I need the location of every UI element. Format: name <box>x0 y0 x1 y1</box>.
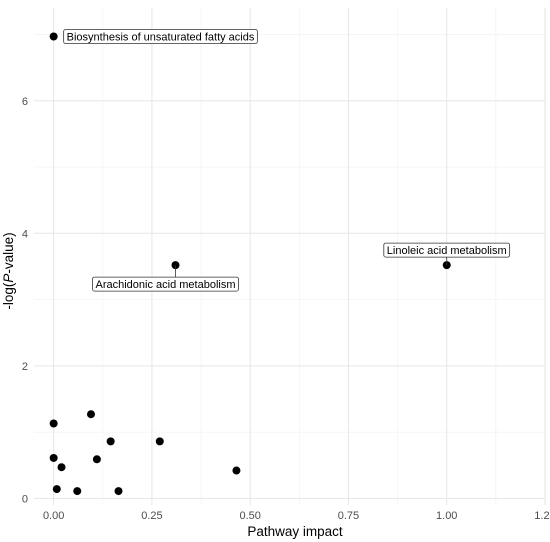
y-axis-title-prefix: -log( <box>1 282 16 310</box>
data-point <box>155 437 164 446</box>
y-axis-title-italic: P <box>1 274 16 283</box>
data-point <box>114 487 123 496</box>
data-point <box>92 455 101 464</box>
x-tick-label: 0.25 <box>141 510 162 522</box>
x-tick-label: 0.75 <box>338 510 359 522</box>
data-point <box>49 453 58 462</box>
data-point <box>49 32 58 41</box>
point-label: Linoleic acid metabolism <box>383 242 511 266</box>
y-tick-label: 6 <box>22 96 28 108</box>
point-label-text: Biosynthesis of unsaturated fatty acids <box>67 31 255 43</box>
data-points <box>49 32 451 496</box>
data-point <box>232 466 241 475</box>
point-label-box <box>63 29 258 44</box>
data-point <box>52 485 61 494</box>
data-point <box>57 463 66 472</box>
point-label-text: Arachidonic acid metabolism <box>95 279 235 291</box>
point-label-box <box>92 276 239 292</box>
y-tick-label: 0 <box>22 493 28 505</box>
y-tick-label: 2 <box>22 361 28 373</box>
x-tick-label: 0.50 <box>239 510 260 522</box>
point-label-text: Linoleic acid metabolism <box>387 245 507 257</box>
x-tick-label: 1.25 <box>534 510 550 522</box>
x-tick-label: 1.00 <box>436 510 457 522</box>
x-tick-label: 0.00 <box>43 510 64 522</box>
y-axis-title: -log(P-value) <box>1 232 16 309</box>
point-label-box <box>383 242 511 258</box>
point-label: Biosynthesis of unsaturated fatty acids <box>63 29 258 44</box>
data-point <box>73 487 82 496</box>
point-labels: Biosynthesis of unsaturated fatty acids L… <box>63 29 511 292</box>
point-label: Arachidonic acid metabolism <box>92 265 239 292</box>
y-axis-ticks: 0 2 4 6 <box>22 96 28 506</box>
x-axis-title: Pathway impact <box>247 524 343 539</box>
data-point <box>106 437 115 446</box>
y-tick-label: 4 <box>22 228 28 240</box>
x-axis-ticks: 0.00 0.25 0.50 0.75 1.00 1.25 <box>43 510 550 522</box>
data-point <box>49 419 58 428</box>
y-axis-title-suffix: -value) <box>1 232 16 273</box>
data-point <box>86 410 95 419</box>
